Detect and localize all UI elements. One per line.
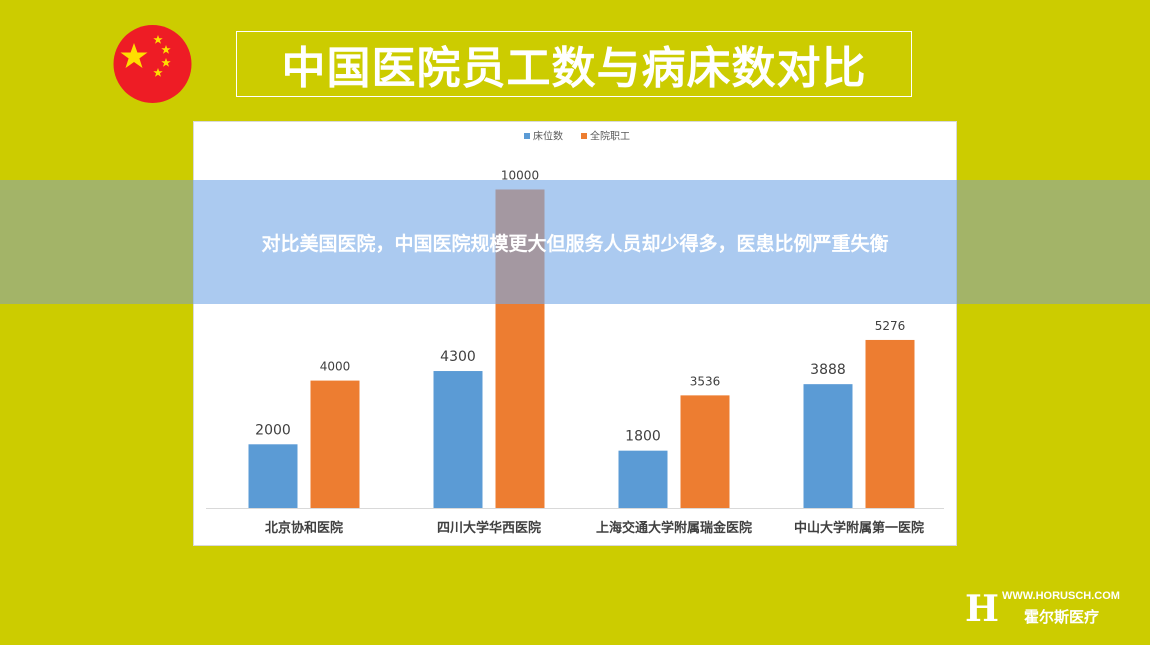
flag-small-star-2: [161, 45, 171, 54]
bar-staff-0: [310, 380, 360, 508]
data-label-beds-2: 1800: [625, 429, 661, 445]
china-flag-icon: [113, 25, 192, 103]
bar-beds-3: [803, 384, 853, 508]
legend-label-0: 床位数: [533, 130, 563, 143]
category-label-2: 上海交通大学附属瑞金医院: [596, 520, 752, 536]
data-label-staff-1: 10000: [501, 168, 539, 182]
brand-url: WWW.HORUSCH.COM: [1002, 590, 1120, 602]
data-label-beds-1: 4300: [440, 349, 476, 365]
horus-logo-icon: H: [965, 590, 999, 626]
category-label-0: 北京协和医院: [265, 520, 343, 536]
band-left: [0, 180, 193, 304]
flag-small-star-3: [161, 58, 171, 67]
bar-beds-1: [433, 371, 483, 508]
flag-small-star-4: [153, 68, 163, 77]
category-label-1: 四川大学华西医院: [437, 520, 541, 536]
page-title: 中国医院员工数与病床数对比: [281, 43, 867, 94]
data-label-staff-2: 3536: [690, 374, 721, 388]
overlay-band: 对比美国医院，中国医院规模更大但服务人员却少得多，医患比例严重失衡: [0, 180, 1150, 304]
flag-small-star-1: [153, 35, 163, 44]
flag-big-star: [120, 43, 148, 68]
bar-beds-0: [248, 444, 298, 508]
data-label-beds-3: 3888: [810, 362, 846, 378]
category-label-3: 中山大学附属第一医院: [794, 520, 924, 536]
bar-beds-2: [618, 450, 668, 508]
overlay-caption: 对比美国医院，中国医院规模更大但服务人员却少得多，医患比例严重失衡: [261, 232, 889, 255]
title-box: 中国医院员工数与病床数对比: [236, 31, 912, 97]
legend-swatch-1: [581, 133, 587, 139]
band-right: [957, 180, 1150, 304]
flag-disc: [113, 25, 192, 103]
data-label-staff-0: 4000: [320, 360, 351, 374]
brand-logo-letter: H: [965, 590, 999, 626]
bar-staff-3: [865, 339, 915, 508]
data-label-beds-0: 2000: [255, 422, 291, 438]
band-center: [193, 180, 957, 304]
data-label-staff-3: 5276: [875, 319, 906, 333]
legend-swatch-0: [524, 133, 530, 139]
bar-staff-2: [680, 395, 730, 508]
brand-watermark: H WWW.HORUSCH.COM 霍尔斯医疗: [964, 588, 1144, 630]
legend-label-1: 全院职工: [590, 130, 630, 143]
brand-name: 霍尔斯医疗: [1024, 608, 1100, 626]
